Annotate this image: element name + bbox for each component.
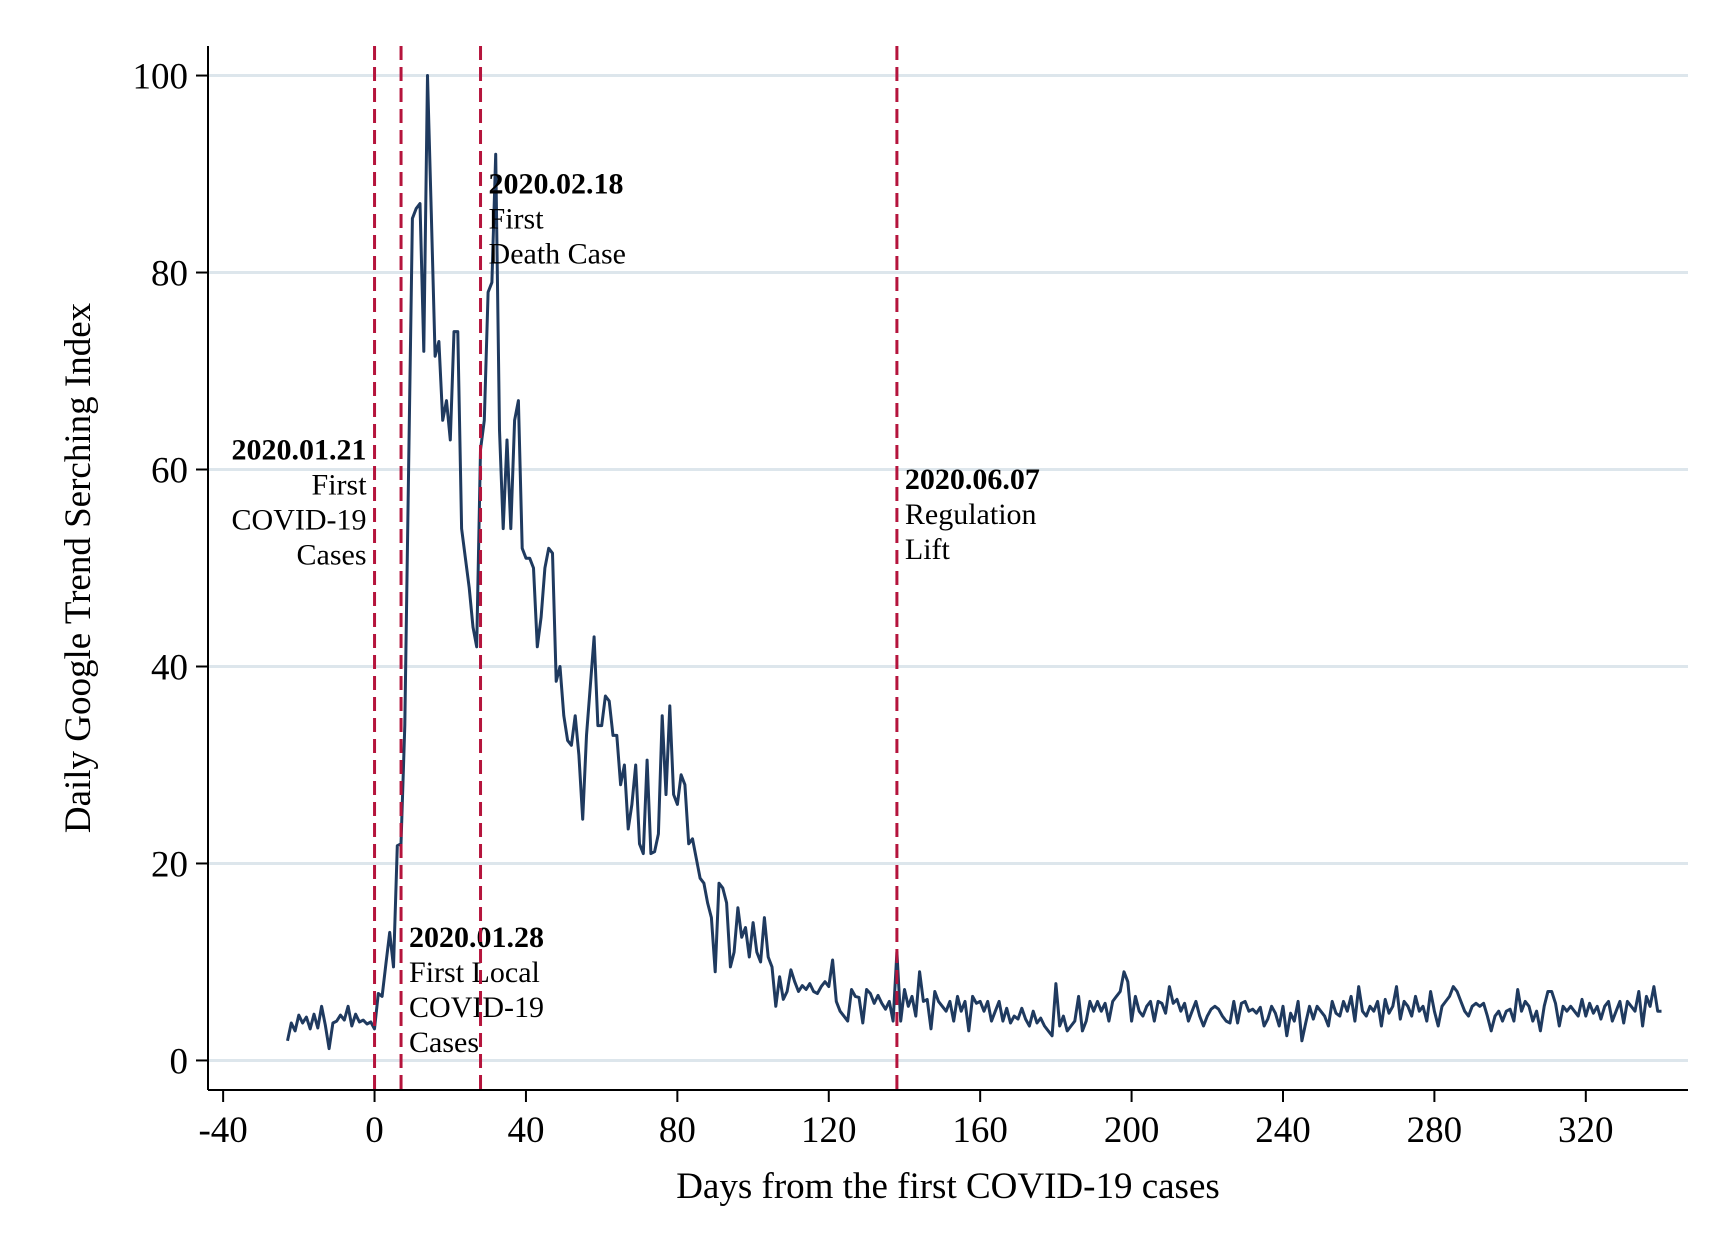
event-date-label: 2020.01.21 [232,434,367,467]
y-tick-label: 0 [170,1041,189,1082]
y-tick-label: 100 [133,57,189,98]
event-description-label: COVID-19 [232,504,367,537]
event-description-label: First Local [409,956,540,989]
x-axis-ticks: -40 0 40 80 120 160 200 240 280 320 [198,1090,1614,1151]
x-tick-label: 80 [659,1110,696,1151]
event-description-label: COVID-19 [409,991,544,1024]
x-tick-label: 320 [1558,1110,1614,1151]
series-line [286,74,1662,1051]
event-description-label: First [489,203,545,236]
y-tick-label: 40 [151,647,188,688]
event-description-label: Cases [409,1026,479,1059]
y-tick-label: 20 [151,844,188,885]
x-tick-label: 280 [1407,1110,1463,1151]
y-tick-label: 80 [151,254,188,295]
x-tick-label: 0 [365,1110,384,1151]
event-date-label: 2020.01.28 [409,921,544,954]
x-tick-label: -40 [198,1110,247,1151]
event-description-label: First [312,469,368,502]
event-description-label: Regulation [905,498,1037,531]
y-tick-label: 60 [151,451,188,492]
x-tick-label: 40 [507,1110,544,1151]
x-tick-label: 240 [1255,1110,1311,1151]
event-description-label: Death Case [489,238,626,271]
x-axis-title: Days from the first COVID-19 cases [676,1166,1220,1207]
axes [207,46,1688,1091]
gridlines [209,74,1688,1062]
event-date-label: 2020.06.07 [905,463,1040,496]
x-tick-label: 120 [801,1110,857,1151]
event-markers: 2020.01.21FirstCOVID-19Cases2020.01.28Fi… [232,46,1040,1090]
event-description-label: Cases [297,539,367,572]
x-tick-label: 200 [1104,1110,1160,1151]
y-axis-ticks: 0 20 40 60 80 100 [133,57,208,1082]
series-layer [286,74,1662,1051]
x-tick-label: 160 [952,1110,1008,1151]
event-description-label: Lift [905,533,951,566]
y-axis-title: Daily Google Trend Serching Index [58,302,99,833]
event-date-label: 2020.02.18 [489,168,624,201]
